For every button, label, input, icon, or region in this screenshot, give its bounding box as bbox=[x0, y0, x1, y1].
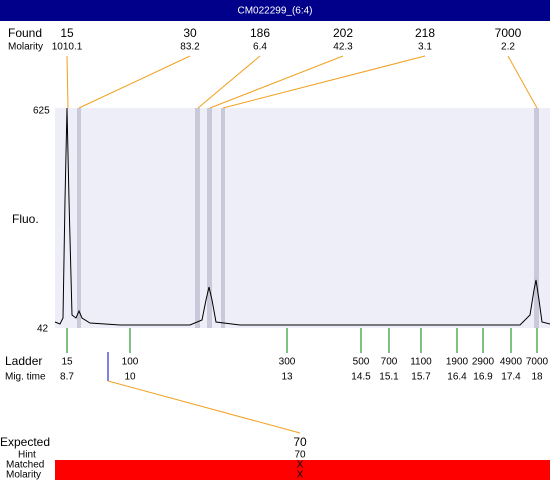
matched-label: Matched bbox=[6, 460, 44, 471]
peak-molarity: 6.4 bbox=[253, 42, 267, 53]
ladder-size: 500 bbox=[353, 357, 370, 368]
peak-link bbox=[209, 55, 344, 109]
peak-bands bbox=[77, 108, 539, 328]
ladder-time: 18 bbox=[531, 372, 543, 383]
ladder-time: 16.9 bbox=[473, 372, 493, 383]
peak-molarity: 83.2 bbox=[180, 42, 200, 53]
trace bbox=[54, 107, 550, 326]
y-label: Fluo. bbox=[12, 212, 39, 226]
expected-value: 70 bbox=[293, 435, 307, 449]
peak-link bbox=[66, 55, 69, 109]
mig-time-label: Mig. time bbox=[5, 372, 46, 383]
molarity-row-value: X bbox=[297, 470, 304, 480]
peak-size: 202 bbox=[333, 26, 353, 40]
matched-value: X bbox=[297, 460, 304, 471]
hint-value: 70 bbox=[294, 450, 306, 461]
ladder-size: 1100 bbox=[410, 357, 432, 368]
title: CM022299_(6:4) bbox=[237, 6, 312, 17]
peak-size: 186 bbox=[250, 26, 270, 40]
molarity-label: Molarity bbox=[8, 42, 43, 53]
peak-link bbox=[222, 55, 426, 109]
ladder-size: 2900 bbox=[472, 357, 495, 368]
y-top: 625 bbox=[33, 106, 50, 117]
hint-label: Hint bbox=[18, 450, 36, 461]
peak-link bbox=[507, 55, 538, 109]
ladder-time: 10 bbox=[124, 372, 136, 383]
peak-link bbox=[78, 55, 191, 109]
ladder-label: Ladder bbox=[5, 354, 42, 368]
matched-bar bbox=[55, 460, 550, 480]
plot-area bbox=[55, 108, 550, 328]
peak-molarity: 3.1 bbox=[418, 42, 432, 53]
expected-label: Expected bbox=[0, 435, 50, 449]
ladder-time: 15.7 bbox=[411, 372, 431, 383]
ladder-time: 13 bbox=[281, 372, 293, 383]
ladder-size: 100 bbox=[122, 357, 139, 368]
peak-link bbox=[197, 55, 261, 109]
ladder-size: 1900 bbox=[446, 357, 469, 368]
peak-size: 7000 bbox=[495, 26, 522, 40]
molarity-row-label: Molarity bbox=[6, 470, 41, 480]
ladder-size: 4900 bbox=[500, 357, 523, 368]
ladder-time: 16.4 bbox=[447, 372, 467, 383]
ladder-time: 14.5 bbox=[351, 372, 371, 383]
found-label: Found bbox=[8, 26, 42, 40]
ladder-time: 15.1 bbox=[379, 372, 399, 383]
peak-size: 218 bbox=[415, 26, 435, 40]
peak-size: 30 bbox=[183, 26, 197, 40]
peak-size: 15 bbox=[60, 26, 74, 40]
peak-molarity: 1010.1 bbox=[52, 42, 83, 53]
ladder-size: 300 bbox=[279, 357, 296, 368]
peak-molarity: 2.2 bbox=[501, 42, 515, 53]
expected-link bbox=[107, 380, 301, 434]
peak-molarity: 42.3 bbox=[333, 42, 353, 53]
ladder-size: 15 bbox=[61, 357, 73, 368]
ladder-size: 700 bbox=[381, 357, 398, 368]
ladder-size: 7000 bbox=[526, 357, 549, 368]
y-bottom: 42 bbox=[37, 324, 49, 335]
title-bar bbox=[0, 0, 550, 21]
ladder-time: 8.7 bbox=[60, 372, 74, 383]
ladder-time: 17.4 bbox=[501, 372, 521, 383]
